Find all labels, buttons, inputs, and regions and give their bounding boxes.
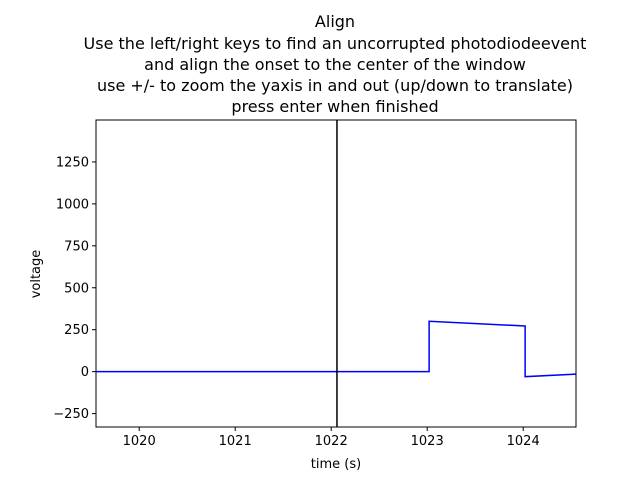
title-line-4: use +/- to zoom the yaxis in and out (up… <box>97 76 573 95</box>
x-axis-label: time (s) <box>311 457 361 472</box>
y-tick-label: 750 <box>64 239 89 254</box>
y-tick-label: 1000 <box>56 197 89 212</box>
x-tick-label: 1023 <box>411 434 444 449</box>
chart-title: Align Use the left/right keys to find an… <box>84 12 587 116</box>
x-tick-label: 1021 <box>219 434 252 449</box>
y-tick-label: 0 <box>81 365 89 380</box>
y-axis-label: voltage <box>29 250 44 299</box>
axis-ticks: 1020 1021 1022 1023 1024 −250 0 250 500 750 1000 12… <box>53 155 539 449</box>
x-tick-label: 1022 <box>315 434 348 449</box>
x-tick-label: 1020 <box>123 434 156 449</box>
y-tick-label: 250 <box>64 323 89 338</box>
title-line-5: press enter when finished <box>231 97 438 116</box>
plot-area[interactable] <box>96 120 576 427</box>
title-line-3: and align the onset to the center of the… <box>144 55 526 74</box>
y-tick-label: 500 <box>64 281 89 296</box>
title-line-2: Use the left/right keys to find an uncor… <box>84 34 587 53</box>
y-tick-label: 1250 <box>56 155 89 170</box>
axes-frame <box>95 119 577 428</box>
x-tick-label: 1024 <box>507 434 540 449</box>
title-line-1: Align <box>315 12 355 31</box>
voltage-trace-line <box>96 320 576 378</box>
y-tick-label: −250 <box>53 407 89 422</box>
